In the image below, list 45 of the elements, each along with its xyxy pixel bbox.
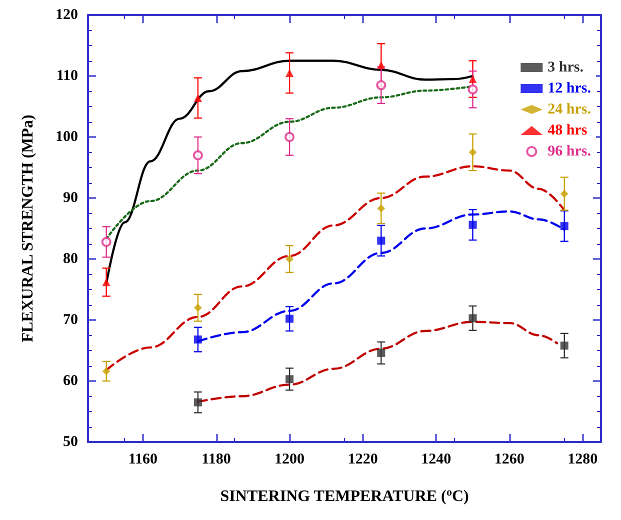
point: [560, 342, 568, 350]
legend-label: 24 hrs.: [548, 102, 592, 118]
point: [377, 204, 386, 212]
point: [286, 314, 294, 323]
point: [101, 236, 112, 247]
point: [192, 150, 203, 160]
y-tick-label: 90: [63, 190, 78, 206]
point: [377, 236, 386, 245]
point: [560, 190, 568, 198]
y-axis-title: FLEXURAL STRENGTH (MPa): [20, 114, 36, 342]
y-tick-label: 60: [63, 373, 78, 389]
legend-label: 48 hrs: [548, 122, 588, 138]
point: [194, 398, 202, 406]
point: [286, 255, 294, 263]
point: [468, 314, 477, 322]
point: [102, 278, 110, 286]
point: [468, 84, 478, 94]
point: [377, 61, 386, 70]
point: [377, 348, 386, 357]
point: [468, 148, 477, 156]
y-tick-label: 80: [63, 251, 78, 267]
point: [194, 336, 202, 344]
x-tick-label: 1160: [128, 452, 158, 468]
x-tick-label: 1240: [421, 452, 452, 468]
y-tick-label: 120: [56, 7, 78, 23]
point: [468, 75, 477, 84]
x-tick-label: 1180: [202, 452, 231, 468]
point: [102, 367, 110, 376]
x-tick-label: 1220: [348, 452, 378, 468]
point: [376, 80, 386, 90]
point: [284, 132, 295, 142]
point: [286, 375, 294, 384]
point: [468, 220, 477, 229]
legend-label: 96 hrs.: [548, 144, 592, 160]
y-tick-label: 50: [63, 434, 78, 450]
x-tick-label: 1200: [274, 452, 305, 468]
y-tick-label: 100: [56, 129, 78, 145]
y-tick-label: 70: [63, 312, 78, 328]
point: [194, 304, 202, 312]
legend-label: 12 hrs.: [548, 80, 592, 96]
legend-label: 3 hrs.: [548, 60, 584, 76]
point: [560, 222, 568, 230]
y-tick-label: 110: [56, 68, 78, 84]
x-tick-label: 1280: [568, 452, 598, 468]
x-tick-label: 1260: [494, 452, 524, 468]
